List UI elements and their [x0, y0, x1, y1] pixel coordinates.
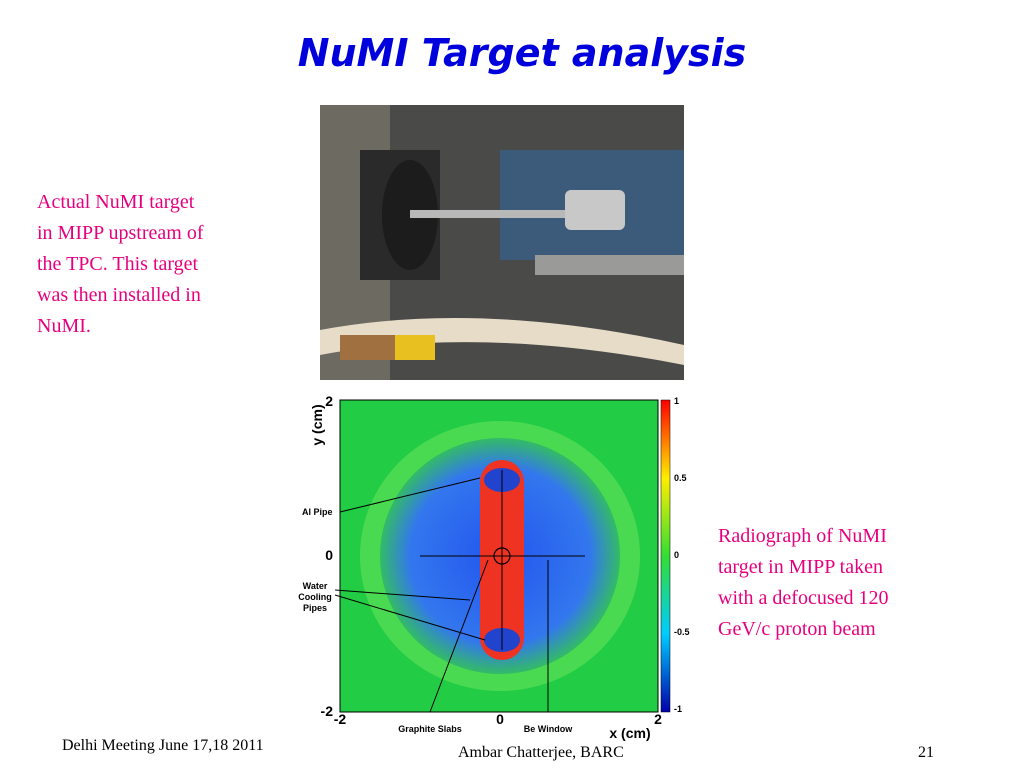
y-tick-label: 2 — [325, 393, 333, 409]
caption-line: in MIPP upstream of — [37, 222, 204, 244]
colorbar-tick-label: -0.5 — [674, 627, 690, 637]
caption-line: with a defocused 120 — [718, 587, 889, 609]
colorbar-tick-label: 0.5 — [674, 473, 687, 483]
footer-center: Ambar Chatterjee, BARC — [458, 744, 624, 761]
annotation: Al Pipe — [302, 507, 333, 517]
caption-line: target in MIPP taken — [718, 556, 883, 578]
page-number: 21 — [918, 744, 934, 761]
x-tick-label: 2 — [654, 711, 662, 727]
y-tick-label: -2 — [321, 703, 334, 719]
radiograph: y (cm) x (cm) 2 0 -2 -2 0 2 1 0.5 0 -0.5… — [298, 393, 689, 741]
colorbar-tick-label: 1 — [674, 396, 679, 406]
caption-line: Actual NuMI target — [37, 191, 195, 213]
colorbar-tick-label: 0 — [674, 550, 679, 560]
caption-line: the TPC. This target — [37, 253, 199, 275]
footer-left: Delhi Meeting June 17,18 2011 — [62, 737, 264, 754]
annotation: Be Window — [524, 724, 573, 734]
caption-line: Radiograph of NuMI — [718, 525, 887, 547]
annotation: Pipes — [303, 603, 327, 613]
x-tick-label: -2 — [334, 711, 347, 727]
annotation: Graphite Slabs — [398, 724, 462, 734]
annotation: Cooling — [298, 592, 332, 602]
caption-line: was then installed in — [37, 284, 201, 306]
caption-line: GeV/c proton beam — [718, 618, 876, 640]
y-axis-label: y (cm) — [309, 404, 325, 445]
annotation: Water — [303, 581, 328, 591]
slide-title: NuMI Target analysis — [298, 31, 747, 75]
photo — [320, 105, 684, 380]
caption-line: NuMI. — [37, 315, 91, 337]
colorbar-tick-label: -1 — [674, 704, 682, 714]
x-axis-label: x (cm) — [609, 725, 650, 741]
y-tick-label: 0 — [325, 547, 333, 563]
x-tick-label: 0 — [496, 711, 504, 727]
